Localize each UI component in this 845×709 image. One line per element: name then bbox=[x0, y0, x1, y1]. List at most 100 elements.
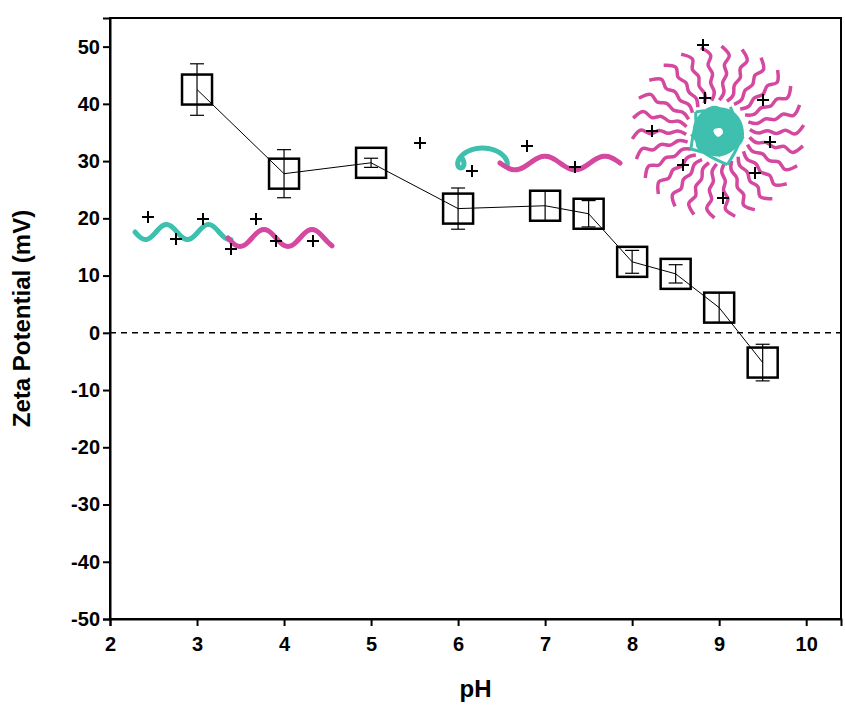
error-cap bbox=[625, 250, 639, 251]
tick: -50 bbox=[71, 608, 110, 630]
tick: 3 bbox=[192, 619, 203, 655]
tick-label: 40 bbox=[78, 93, 100, 115]
charge-symbol bbox=[250, 213, 262, 225]
tick-mark bbox=[371, 619, 373, 626]
error-bar bbox=[756, 344, 770, 381]
error-stem bbox=[719, 293, 720, 323]
reference-line bbox=[110, 332, 841, 334]
tick-mark bbox=[197, 619, 199, 626]
y-axis: -50-40-30-20-1001020304050 bbox=[71, 19, 110, 630]
error-cap bbox=[625, 273, 639, 274]
marker bbox=[182, 75, 212, 105]
charge-symbol bbox=[521, 140, 533, 152]
charge-symbol bbox=[414, 137, 426, 149]
error-bar bbox=[538, 191, 552, 221]
marker bbox=[661, 259, 691, 289]
tick-mark bbox=[103, 504, 110, 506]
x-axis: 2345678910 bbox=[105, 619, 842, 655]
plot-frame bbox=[110, 18, 841, 619]
micelle-corona bbox=[719, 46, 729, 100]
charge-symbol bbox=[307, 235, 319, 247]
error-cap bbox=[451, 187, 465, 188]
marker bbox=[748, 348, 778, 378]
charge-symbol bbox=[697, 39, 709, 51]
tick: 4 bbox=[279, 619, 291, 655]
tick: 2 bbox=[105, 619, 116, 655]
charge-symbol bbox=[646, 125, 658, 137]
tick-label: -20 bbox=[71, 436, 100, 458]
marker bbox=[574, 199, 604, 229]
charge-symbol bbox=[757, 94, 769, 106]
tick: 10 bbox=[796, 619, 818, 655]
error-cap bbox=[190, 115, 204, 116]
error-cap bbox=[582, 200, 596, 201]
tick-label: 7 bbox=[540, 633, 551, 655]
charge-symbol bbox=[677, 159, 689, 171]
tick-label: 5 bbox=[366, 633, 377, 655]
axis-line bbox=[111, 620, 842, 627]
tick: -10 bbox=[71, 379, 110, 401]
y-axis-title: Zeta Potential (mV) bbox=[8, 210, 35, 427]
charge-symbol bbox=[142, 211, 154, 223]
micelle-corona bbox=[645, 149, 691, 178]
chart: 2345678910-50-40-30-20-1001020304050pHZe… bbox=[0, 0, 845, 709]
micelle-corona bbox=[731, 161, 755, 210]
error-bar bbox=[190, 64, 204, 116]
tick-label: 10 bbox=[796, 633, 818, 655]
tick-mark bbox=[103, 619, 110, 621]
polymer-chain bbox=[135, 224, 231, 239]
tick-label: -30 bbox=[71, 493, 100, 515]
tick-label: 50 bbox=[78, 36, 100, 58]
tick-mark bbox=[632, 619, 634, 626]
error-stem bbox=[588, 201, 589, 227]
error-cap bbox=[451, 229, 465, 230]
error-cap bbox=[364, 167, 378, 168]
micelle-corona bbox=[632, 130, 686, 139]
micelle-corona bbox=[633, 112, 686, 127]
tick-mark bbox=[103, 447, 110, 449]
micelle-corona bbox=[707, 164, 717, 218]
charge-symbol bbox=[270, 235, 282, 247]
micelle-corona bbox=[750, 137, 803, 152]
charge-symbol bbox=[225, 243, 237, 255]
tick: 5 bbox=[366, 619, 377, 655]
error-cap bbox=[277, 149, 291, 150]
tick-label: 2 bbox=[105, 633, 116, 655]
error-cap bbox=[669, 282, 683, 283]
tick: 30 bbox=[78, 150, 110, 172]
error-stem bbox=[675, 265, 676, 283]
micelle-corona bbox=[639, 94, 689, 119]
micelle-corona bbox=[745, 86, 791, 115]
charge-symbol bbox=[764, 136, 776, 148]
micelle-core bbox=[696, 112, 737, 156]
tick: -40 bbox=[71, 551, 110, 573]
tick-label: 20 bbox=[78, 207, 100, 229]
tick: 40 bbox=[78, 93, 110, 115]
tick-mark bbox=[103, 161, 110, 163]
tick-label: 10 bbox=[78, 264, 100, 286]
error-bar bbox=[277, 150, 291, 198]
tick-label: 30 bbox=[78, 150, 100, 172]
error-bar bbox=[364, 158, 378, 167]
tick-label: 3 bbox=[192, 633, 203, 655]
charge-symbol bbox=[466, 165, 478, 177]
error-cap bbox=[756, 380, 770, 381]
marker bbox=[356, 148, 386, 178]
tick-label: 9 bbox=[714, 633, 725, 655]
tick: 50 bbox=[78, 36, 110, 58]
tick-mark bbox=[103, 332, 110, 334]
error-stem bbox=[283, 150, 284, 198]
micelle-core bbox=[708, 117, 726, 141]
tick-mark bbox=[458, 619, 460, 626]
micelle-corona bbox=[636, 140, 687, 159]
error-stem bbox=[762, 344, 763, 381]
tick-mark bbox=[103, 275, 110, 277]
axis-line bbox=[103, 19, 111, 620]
charge-symbol bbox=[699, 92, 711, 104]
x-axis-title: pH bbox=[460, 675, 492, 702]
error-cap bbox=[277, 197, 291, 198]
tick-label: 6 bbox=[453, 633, 464, 655]
charge-symbol bbox=[569, 161, 581, 173]
tick-mark bbox=[719, 619, 721, 626]
error-stem bbox=[196, 64, 197, 116]
